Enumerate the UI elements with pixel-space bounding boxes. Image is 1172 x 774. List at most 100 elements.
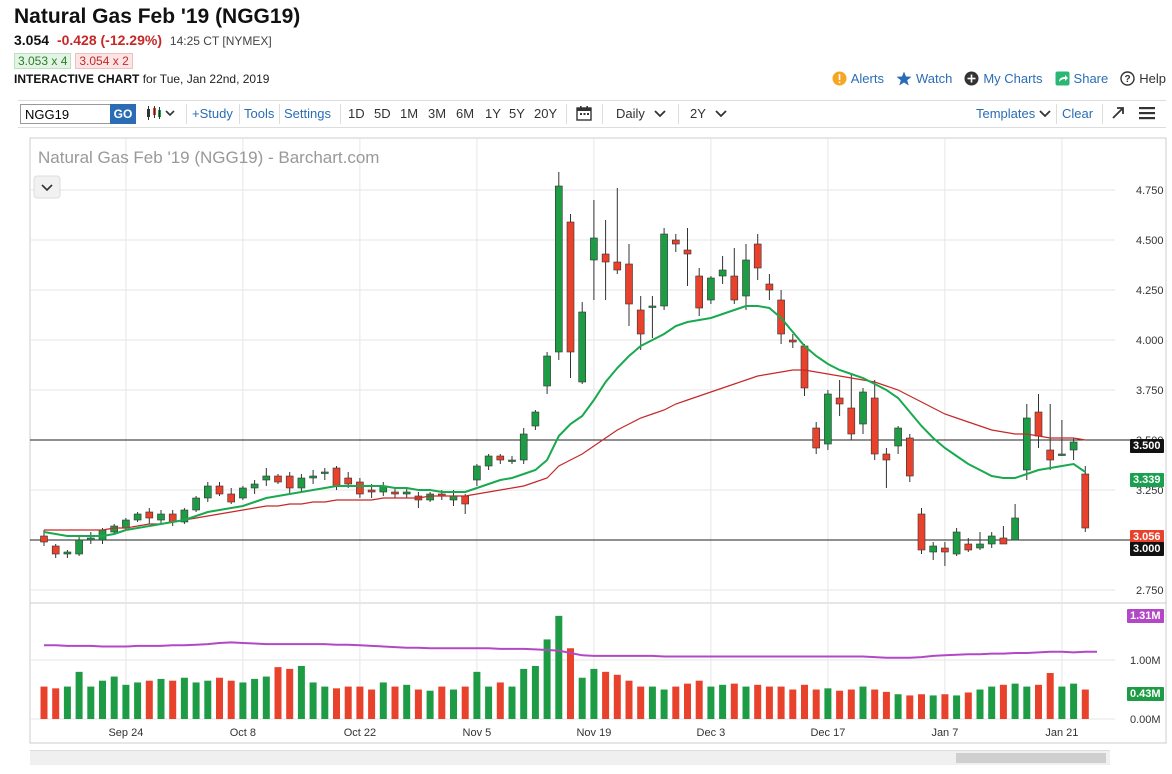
volume-bar [426, 690, 434, 719]
candle-body [227, 493, 235, 503]
symbol-input[interactable] [20, 104, 114, 124]
volume-bar [1035, 684, 1042, 719]
candle-body [847, 407, 856, 435]
volume-bar [730, 683, 738, 719]
candle-body [800, 345, 809, 389]
y-tick-label: 2.750 [1136, 585, 1164, 597]
help-icon: ? [1120, 71, 1135, 86]
tools-button[interactable]: Tools [244, 106, 275, 121]
scrollbar-thumb[interactable] [956, 753, 1106, 763]
volume-bar [379, 682, 387, 719]
volume-bar [134, 682, 142, 719]
candle-body [566, 221, 575, 353]
last-price-label: 3.056 [1130, 530, 1164, 544]
period-1d[interactable]: 1D [348, 106, 365, 121]
x-tick-label: Jan 7 [931, 727, 958, 739]
volume-bar [414, 689, 422, 719]
y-tick-label: 4.750 [1136, 185, 1164, 197]
volume-bar [684, 683, 691, 719]
candle-body [508, 459, 516, 462]
candle-body [215, 485, 224, 495]
candle-body [671, 239, 680, 245]
period-3m[interactable]: 3M [428, 106, 447, 121]
settings-button[interactable]: Settings [284, 106, 331, 121]
share-label: Share [1073, 71, 1109, 86]
candle-body [613, 261, 622, 271]
candle-body [309, 475, 317, 479]
menu-icon[interactable] [1139, 106, 1155, 120]
help-link[interactable]: ? Help [1120, 71, 1166, 86]
my-charts-link[interactable]: My Charts [964, 71, 1043, 86]
volume-bar [976, 689, 984, 719]
volume-bar [824, 688, 832, 719]
candle-body [695, 275, 704, 309]
period-5d[interactable]: 5D [374, 106, 391, 121]
collapse-button[interactable] [33, 175, 61, 199]
candle-body [788, 339, 797, 343]
candle-type-icon[interactable] [146, 105, 176, 121]
volume-bar [847, 689, 855, 719]
volume-bar [894, 694, 902, 719]
candle-body [987, 535, 996, 545]
x-tick-label: Nov 5 [463, 727, 492, 739]
alerts-link[interactable]: Alerts [832, 71, 884, 86]
plus-circle-icon [964, 71, 979, 86]
candle-body [473, 465, 481, 481]
volume-bar [812, 689, 820, 719]
candle-body [40, 535, 48, 543]
volume-bar [333, 688, 340, 719]
period-5y[interactable]: 5Y [509, 106, 525, 121]
volume-bar [1046, 673, 1054, 719]
range-value: 2Y [690, 106, 706, 121]
candle-body [204, 485, 212, 499]
volume-bar [555, 615, 563, 719]
alert-icon [832, 71, 847, 86]
candle-body [1046, 449, 1054, 461]
price-label-3000: 3.000 [1130, 542, 1164, 556]
candle-body [718, 269, 727, 277]
candle-body [636, 309, 645, 335]
candle-body [239, 487, 247, 499]
candle-body [87, 537, 95, 541]
candle-body [192, 497, 200, 511]
volume-bar [707, 686, 715, 719]
volume-tick-label: 0.00M [1130, 714, 1161, 726]
watch-link[interactable]: Watch [896, 71, 952, 86]
volume-bar [262, 676, 270, 719]
volume-ma-label: 1.31M [1127, 609, 1164, 623]
study-button[interactable]: +Study [192, 106, 233, 121]
volume-bar [286, 668, 294, 719]
interval-select[interactable]: Daily [616, 106, 645, 121]
volume-bar [953, 695, 961, 719]
volume-bar [882, 691, 890, 719]
chart-scrollbar[interactable] [30, 750, 1110, 765]
help-label: Help [1139, 71, 1166, 86]
candle-body [976, 543, 984, 549]
share-link[interactable]: Share [1055, 71, 1109, 86]
clear-button[interactable]: Clear [1062, 106, 1094, 121]
period-20y[interactable]: 20Y [534, 106, 558, 121]
candle-body [157, 513, 165, 521]
range-select[interactable]: 2Y [690, 106, 706, 121]
volume-bar [602, 671, 610, 719]
candle-body [554, 185, 563, 353]
calendar-icon[interactable] [576, 105, 592, 121]
bid-ask: 3.053 x 4 3.054 x 2 [14, 53, 133, 69]
candle-body [133, 513, 142, 521]
period-6m[interactable]: 6M [456, 106, 475, 121]
candle-body [332, 467, 341, 487]
expand-icon[interactable] [1111, 106, 1125, 120]
interval-value: Daily [616, 106, 645, 121]
templates-button[interactable]: Templates [976, 106, 1035, 121]
candle-body [742, 259, 750, 297]
volume-bar [216, 677, 223, 719]
header-links: Alerts Watch My Charts Share ? Help [832, 71, 1166, 86]
ma-short-line [43, 305, 1086, 537]
candle-body [1058, 453, 1066, 456]
candle-body [870, 397, 879, 455]
go-button[interactable]: GO [110, 104, 136, 124]
volume-bar [988, 686, 996, 719]
period-1m[interactable]: 1M [400, 106, 419, 121]
period-1y[interactable]: 1Y [485, 106, 501, 121]
